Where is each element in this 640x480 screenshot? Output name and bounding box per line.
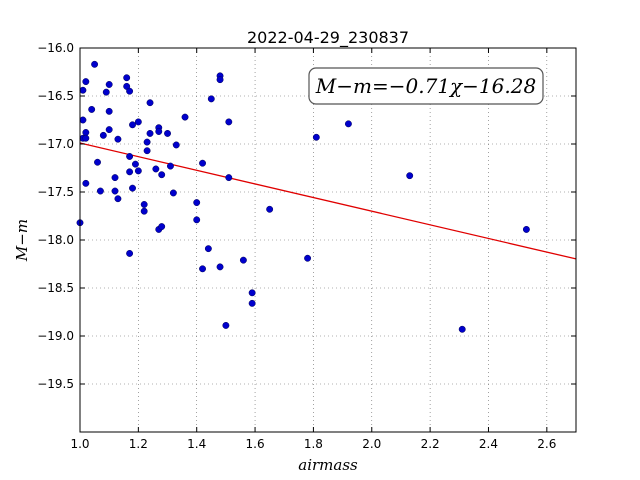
data-point	[155, 128, 163, 135]
data-point	[114, 135, 122, 143]
data-point	[216, 76, 224, 84]
data-point	[129, 184, 136, 192]
data-point	[158, 171, 166, 179]
data-point	[134, 118, 142, 126]
data-point	[131, 160, 139, 168]
data-point	[143, 138, 151, 146]
x-tick-label: 1.0	[70, 437, 89, 451]
data-point	[146, 99, 154, 107]
data-point	[134, 167, 142, 175]
data-point	[111, 174, 119, 182]
data-point	[126, 87, 134, 95]
data-point	[82, 129, 90, 136]
data-point	[99, 131, 107, 139]
data-point	[111, 187, 119, 195]
y-tick-label: −16.5	[37, 89, 74, 103]
data-point	[82, 78, 90, 86]
data-point	[204, 245, 212, 253]
y-tick-label: −19.5	[37, 377, 74, 391]
y-tick-label: −18.0	[37, 233, 74, 247]
y-tick-label: −19.0	[37, 329, 74, 343]
data-point	[143, 147, 151, 155]
y-axis-ticks: −16.0 −16.5 −17.0 −17.5 −18.0 −18.5 −19.0 −19.5	[37, 41, 576, 391]
data-point	[152, 165, 160, 173]
data-point	[248, 299, 256, 307]
x-tick-label: 1.8	[304, 437, 323, 451]
data-point	[216, 263, 224, 271]
x-axis-ticks: 1.0 1.2 1.4 1.6 1.8 2.0 2.2 2.4 2.6	[70, 48, 556, 451]
data-point	[344, 120, 352, 128]
data-point	[406, 172, 414, 180]
y-tick-label: −17.5	[37, 185, 74, 199]
y-axis-label: M−m	[13, 219, 31, 262]
data-points	[76, 60, 530, 333]
data-point	[207, 95, 215, 103]
x-tick-label: 2.0	[362, 437, 381, 451]
data-point	[82, 179, 90, 187]
data-point	[126, 168, 134, 176]
data-point	[158, 223, 166, 231]
data-point	[193, 216, 201, 224]
x-tick-label: 1.6	[246, 437, 265, 451]
data-point	[266, 205, 274, 213]
data-point	[140, 201, 148, 208]
data-point	[94, 158, 101, 166]
y-tick-label: −17.0	[37, 137, 74, 151]
data-point	[312, 133, 320, 141]
data-point	[126, 249, 134, 257]
data-point	[123, 74, 131, 82]
fit-line	[79, 142, 577, 260]
data-point	[79, 86, 87, 94]
data-point	[140, 207, 148, 215]
data-point	[166, 162, 174, 170]
data-point	[172, 141, 180, 149]
data-point	[225, 118, 233, 126]
fit-line-layer	[79, 142, 577, 260]
data-point	[199, 265, 206, 273]
annotation-frame	[308, 67, 544, 105]
data-point	[164, 129, 171, 137]
chart-title: 2022-04-29_230837	[247, 28, 409, 48]
x-axis-label: airmass	[298, 456, 358, 474]
data-point	[102, 88, 110, 96]
data-point	[169, 189, 177, 197]
data-point	[126, 153, 134, 160]
x-tick-label: 2.2	[421, 437, 440, 451]
data-point	[199, 159, 206, 167]
data-point	[239, 256, 247, 264]
data-point	[91, 60, 99, 68]
data-point	[225, 174, 233, 182]
x-tick-label: 1.2	[129, 437, 148, 451]
data-point	[129, 121, 136, 129]
annotation-box: M−m=−0.71χ−16.28	[308, 67, 544, 105]
data-point	[79, 116, 87, 124]
data-point	[96, 187, 104, 195]
x-tick-label: 1.4	[187, 437, 206, 451]
data-point	[458, 325, 466, 333]
data-point	[248, 289, 256, 297]
data-point	[105, 126, 113, 134]
x-tick-label: 2.4	[479, 437, 498, 451]
x-tick-label: 2.6	[537, 437, 556, 451]
data-point	[146, 129, 154, 137]
data-point	[193, 199, 201, 207]
data-point	[522, 225, 530, 233]
data-point	[105, 107, 113, 115]
annotation-text: M−m=−0.71χ−16.28	[315, 74, 536, 98]
data-point	[105, 81, 113, 88]
data-point	[88, 105, 96, 113]
y-tick-label: −16.0	[37, 41, 74, 55]
y-tick-label: −18.5	[37, 281, 74, 295]
data-point	[114, 195, 122, 203]
data-point	[82, 134, 90, 142]
data-point	[304, 254, 312, 262]
data-point	[222, 321, 230, 329]
data-point	[181, 113, 189, 121]
